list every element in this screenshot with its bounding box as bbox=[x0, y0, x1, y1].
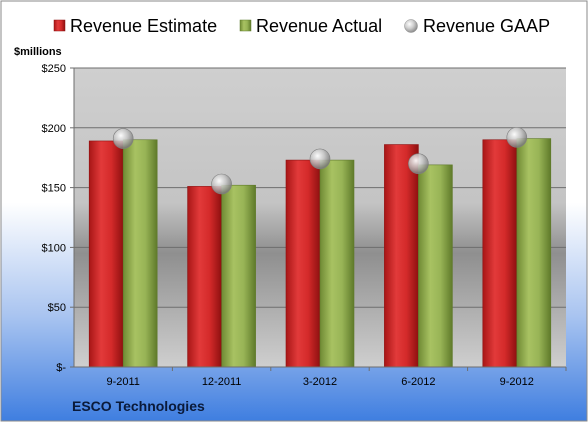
y-axis: $- $50 $100 $150 $200 $250 bbox=[42, 63, 75, 374]
legend-swatch-actual bbox=[239, 19, 252, 32]
y-tick-label: $250 bbox=[42, 63, 66, 75]
gaap-marker bbox=[309, 148, 331, 170]
company-name: ESCO Technologies bbox=[72, 398, 205, 414]
estimate-bar bbox=[187, 186, 222, 368]
legend-swatch-estimate bbox=[53, 19, 66, 32]
legend: Revenue Estimate Revenue Actual Revenue … bbox=[53, 16, 550, 36]
x-tick-label: 9-2012 bbox=[500, 376, 534, 388]
y-tick-label: $200 bbox=[42, 123, 66, 135]
estimate-bar bbox=[482, 139, 518, 368]
y-tick-label: $50 bbox=[48, 302, 66, 314]
x-axis: 9-2011 12-2011 3-2012 6-2012 9-2012 bbox=[74, 366, 567, 388]
legend-label-estimate: Revenue Estimate bbox=[70, 16, 217, 36]
legend-label-gaap: Revenue GAAP bbox=[423, 16, 550, 36]
gaap-marker bbox=[211, 173, 232, 195]
y-tick-label: $100 bbox=[42, 242, 66, 254]
y-tick-label: $150 bbox=[42, 183, 66, 195]
gaap-marker bbox=[506, 127, 528, 148]
actual-bar bbox=[516, 138, 552, 368]
gaap-marker bbox=[112, 128, 134, 149]
x-tick-label: 6-2012 bbox=[401, 376, 435, 388]
estimate-bar bbox=[285, 159, 321, 368]
gaap-markers bbox=[112, 127, 528, 195]
bars bbox=[88, 138, 552, 368]
x-tick-label: 3-2012 bbox=[303, 376, 337, 388]
legend-marker-gaap bbox=[404, 19, 418, 33]
estimate-bar bbox=[384, 144, 419, 368]
y-axis-unit-label: $millions bbox=[14, 46, 62, 58]
actual-bar bbox=[221, 184, 256, 368]
actual-bar bbox=[418, 164, 453, 368]
legend-label-actual: Revenue Actual bbox=[256, 16, 382, 36]
y-tick-label: $- bbox=[56, 362, 66, 374]
gaap-marker bbox=[408, 153, 429, 174]
estimate-bar bbox=[88, 140, 124, 368]
x-tick-label: 9-2011 bbox=[106, 376, 139, 388]
actual-bar bbox=[319, 159, 355, 368]
actual-bar bbox=[122, 139, 158, 368]
x-tick-label: 12-2011 bbox=[202, 376, 242, 388]
